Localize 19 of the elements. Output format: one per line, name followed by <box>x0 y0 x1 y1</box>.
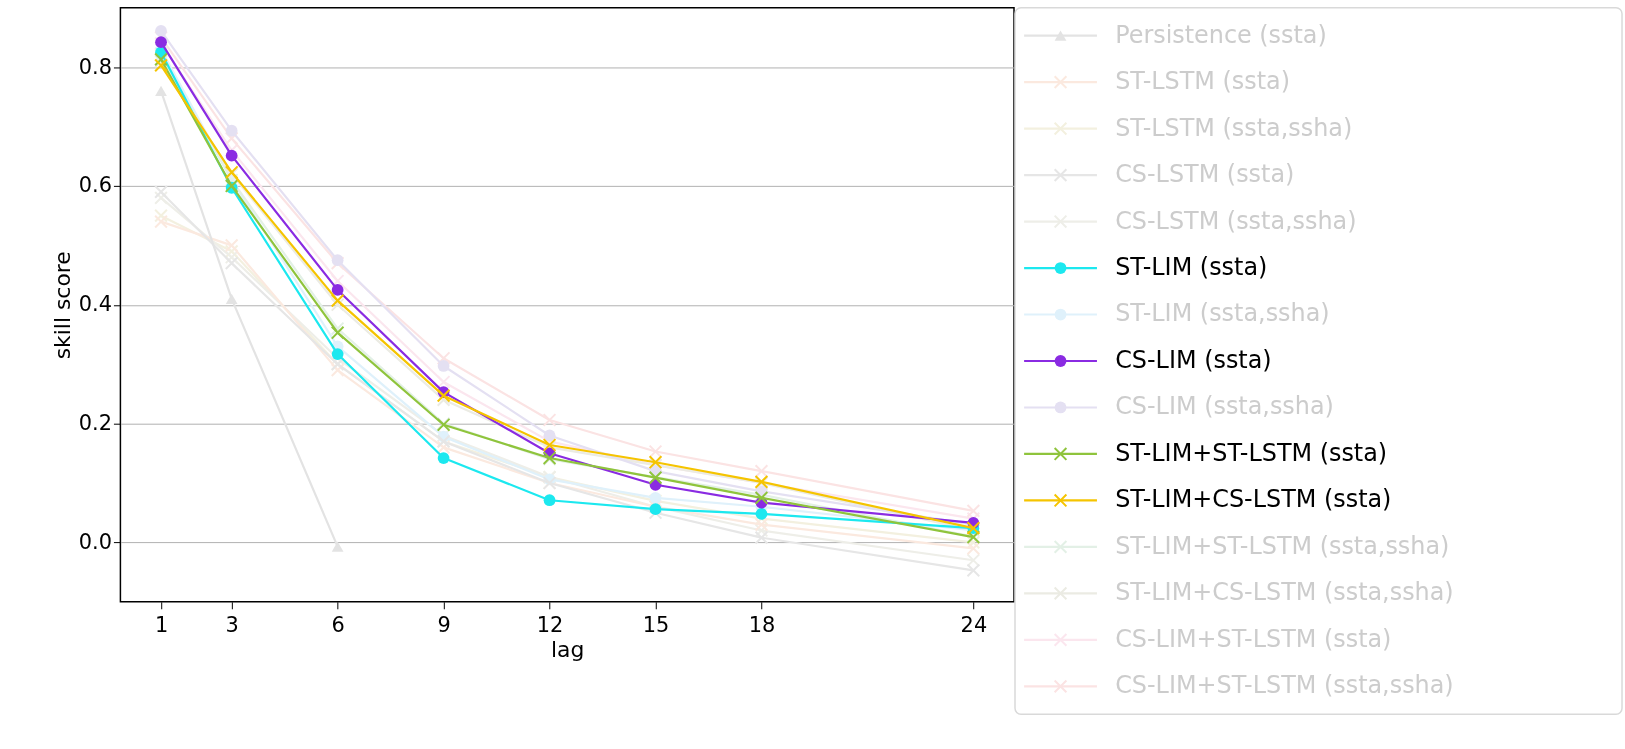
y-tick-label: 0.8 <box>78 54 112 79</box>
x-tick-label: 9 <box>437 613 451 638</box>
y-tick-label: 0.2 <box>78 411 112 436</box>
y-tick-label: 0.4 <box>78 292 112 317</box>
legend-label: ST-LIM+CS-LSTM (ssta) <box>1115 485 1392 514</box>
x-tick-label: 18 <box>748 613 776 638</box>
y-axis-title: skill score <box>49 251 75 360</box>
x-tick-label: 12 <box>536 613 564 638</box>
legend-label: ST-LIM+ST-LSTM (ssta) <box>1115 438 1388 467</box>
x-tick-label: 1 <box>154 613 169 638</box>
x-tick-label: 3 <box>225 613 239 638</box>
x-tick-label: 6 <box>331 613 345 638</box>
x-tick-label: 15 <box>642 613 670 638</box>
y-tick-label: 0.6 <box>78 173 112 198</box>
legend-label: ST-LIM (ssta) <box>1115 253 1268 281</box>
legend-label: CS-LIM (ssta) <box>1115 345 1272 374</box>
x-axis-title: lag <box>551 637 585 663</box>
x-tick-label: 24 <box>960 613 988 638</box>
y-tick-label: 0.0 <box>78 529 112 554</box>
